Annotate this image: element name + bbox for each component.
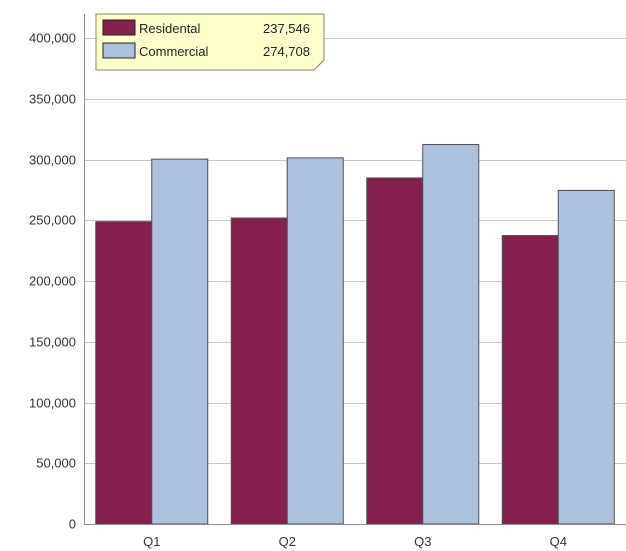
y-tick-label: 250,000 [29,213,76,228]
y-tick-label: 150,000 [29,335,76,350]
y-tick-label: 0 [69,517,76,532]
tooltip-series-name: Commercial [139,44,208,59]
x-tick-label: Q3 [414,534,431,549]
y-tick-label: 300,000 [29,153,76,168]
bar-residental-q4[interactable] [501,235,559,525]
bar-residental-q2[interactable] [230,217,288,525]
bar-residental-q3[interactable] [366,177,424,525]
x-tick-label: Q2 [279,534,296,549]
bar-commercial-q1[interactable] [151,158,209,525]
bar-commercial-q4[interactable] [557,189,615,525]
y-tick-label: 50,000 [36,456,76,471]
x-axis-tick-labels: Q1 Q2 Q3 Q4 [143,534,567,549]
tooltip-swatch [102,19,136,36]
bar-commercial-q3[interactable] [422,144,480,525]
y-axis-tick-labels: 0 50,000 100,000 150,000 200,000 250,000 300,0… [29,31,76,532]
tooltip-swatch [102,42,136,59]
x-tick-label: Q4 [550,534,567,549]
tooltip-value: 237,546 [263,21,310,36]
y-tick-label: 400,000 [29,31,76,46]
tooltip-box [95,13,325,71]
data-tooltip: Residental 237,546 Commercial 274,708 [95,13,325,71]
bars [95,144,615,525]
tooltip-value: 274,708 [263,44,310,59]
y-tick-label: 350,000 [29,92,76,107]
tooltip-series-name: Residental [139,21,201,36]
y-tick-label: 200,000 [29,274,76,289]
x-tick-label: Q1 [143,534,160,549]
axes [84,14,626,525]
bar-residental-q1[interactable] [95,221,153,525]
bar-commercial-q2[interactable] [286,157,344,525]
y-tick-label: 100,000 [29,396,76,411]
